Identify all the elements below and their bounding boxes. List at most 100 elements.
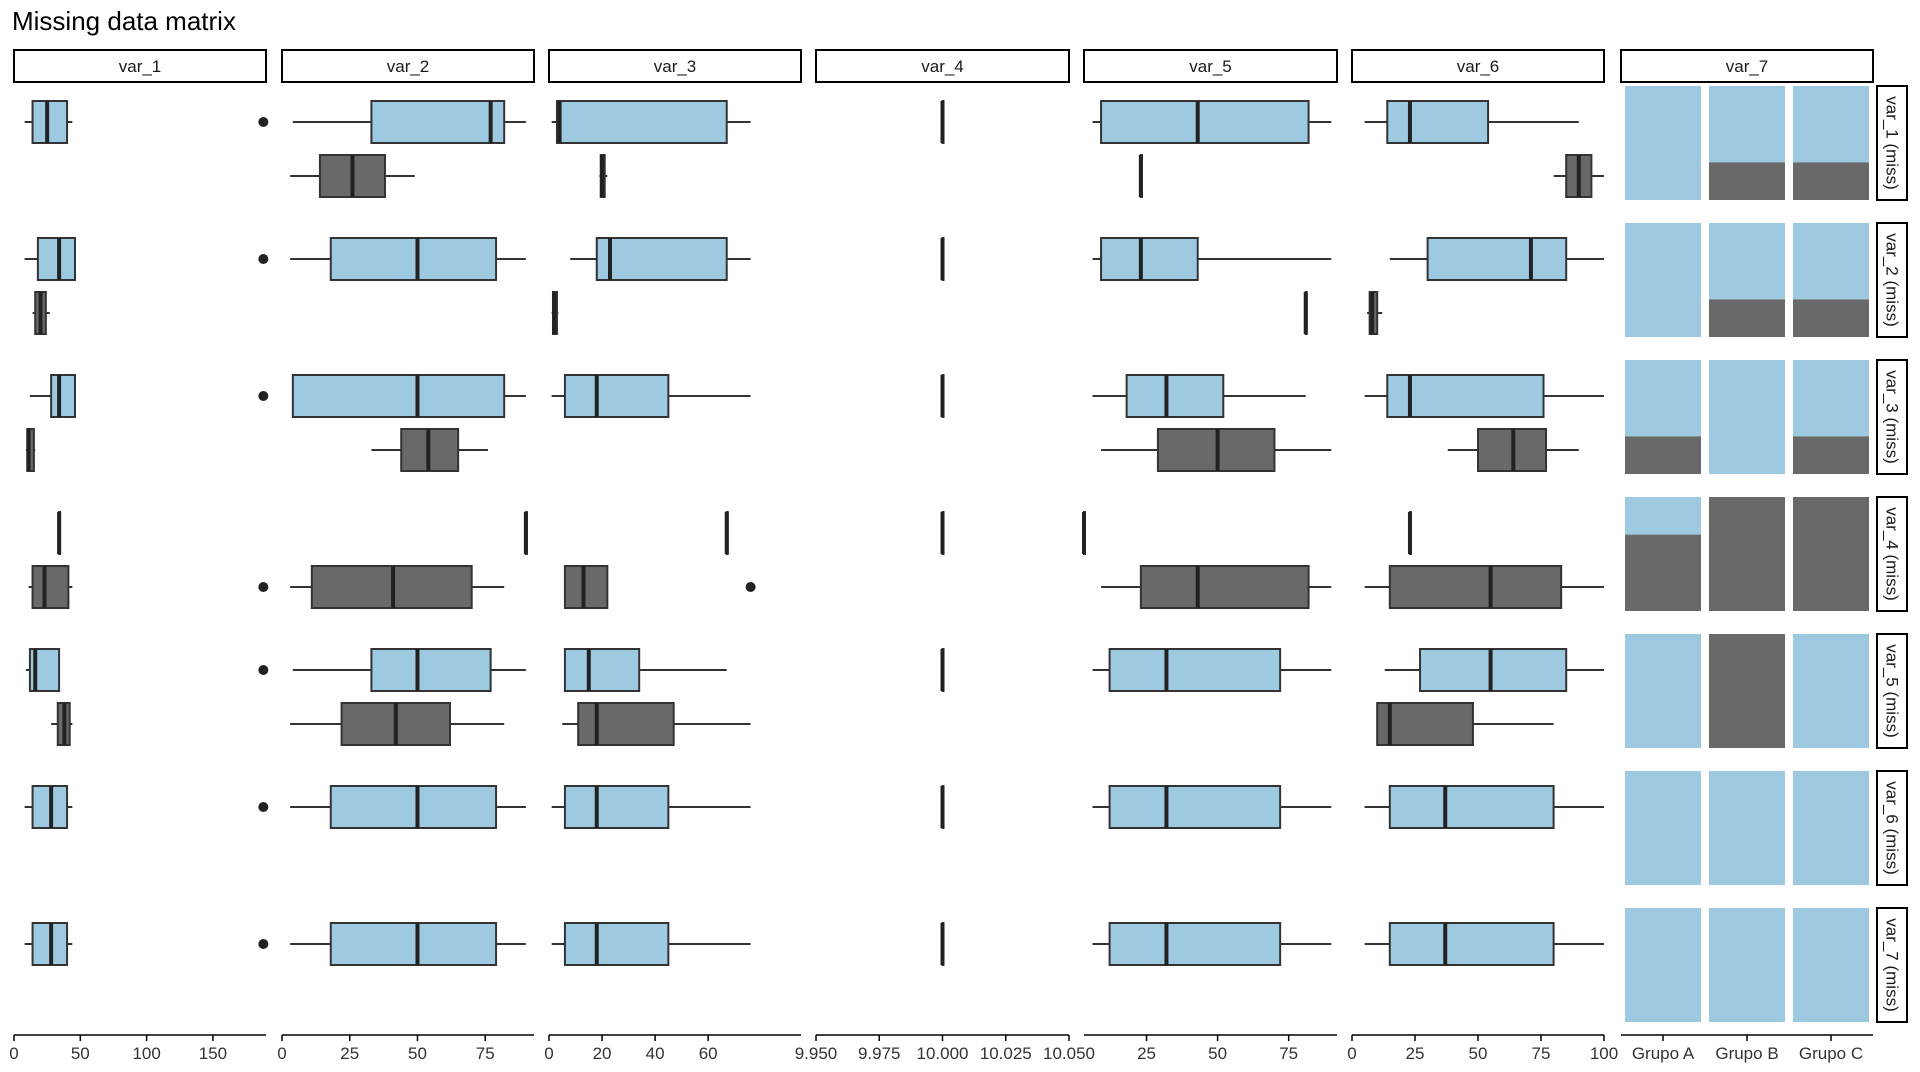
column-label-var_6: var_6 <box>1457 57 1500 76</box>
tile-observed-1-0 <box>1625 223 1701 337</box>
box-var_2-2-obs <box>291 374 506 418</box>
tile-missing-3-2 <box>1793 497 1869 611</box>
tile-missing-0-1 <box>1709 162 1785 200</box>
tile-missing-0-2 <box>1793 162 1869 200</box>
x-tick-label-var_4-0: 9.950 <box>795 1044 838 1063</box>
x-tick-label-var_2-1: 25 <box>340 1044 359 1063</box>
box-var_5-2-obs <box>1125 374 1225 418</box>
box-var_2-5-obs <box>329 785 498 829</box>
tile-missing-2-0 <box>1625 436 1701 474</box>
box-var_1-0-obs <box>31 100 69 144</box>
column-label-var_5: var_5 <box>1189 57 1232 76</box>
x-tick-label-var_6-1: 25 <box>1406 1044 1425 1063</box>
tile-missing-2-2 <box>1793 436 1869 474</box>
box-var_6-3-miss <box>1388 565 1563 609</box>
column-strip-var_5 <box>1083 49 1338 83</box>
tile-observed-2-1 <box>1709 360 1785 474</box>
column-strip-var_1 <box>13 49 267 83</box>
box-var_5-1-obs <box>1100 237 1199 281</box>
box-var_5-6-obs <box>1108 922 1282 966</box>
column-label-var_4: var_4 <box>921 57 964 76</box>
box-var_2-0-obs <box>370 100 506 144</box>
tile-missing-3-1 <box>1709 497 1785 611</box>
tile-observed-1-2 <box>1793 223 1869 300</box>
x-tick-label-var_3-3: 60 <box>699 1044 718 1063</box>
x-tick-label-var_2-2: 50 <box>408 1044 427 1063</box>
tile-missing-1-2 <box>1793 299 1869 337</box>
tile-observed-4-0 <box>1625 634 1701 748</box>
outlier-var_1-0-obs-0 <box>258 117 269 127</box>
outlier-var_1-1-obs-0 <box>258 254 269 264</box>
x-tick-label-var_3-2: 40 <box>646 1044 665 1063</box>
column-label-var_3: var_3 <box>654 57 697 76</box>
tile-observed-5-2 <box>1793 771 1869 885</box>
box-var_6-5-obs <box>1388 785 1555 829</box>
column-strip-var_2 <box>281 49 535 83</box>
column-label-var_1: var_1 <box>119 57 162 76</box>
row-label-2: var_3 (miss) <box>1883 370 1902 464</box>
tile-observed-5-0 <box>1625 771 1701 885</box>
tile-observed-0-1 <box>1709 86 1785 163</box>
x-tick-label-var_5-1: 50 <box>1208 1044 1227 1063</box>
tile-observed-2-0 <box>1625 360 1701 437</box>
box-var_5-5-obs <box>1108 785 1282 829</box>
box-var_6-4-miss <box>1376 702 1474 746</box>
row-strip-4 <box>1876 633 1908 749</box>
x-tick-label-var_2-0: 0 <box>277 1044 286 1063</box>
outlier-var_1-3-miss-0 <box>258 582 269 592</box>
x-tick-label-var_6-4: 100 <box>1590 1044 1618 1063</box>
x-tick-label-var_7-0: Grupo A <box>1632 1044 1695 1063</box>
x-tick-label-var_4-2: 10.000 <box>917 1044 969 1063</box>
column-strip-var_7 <box>1620 49 1874 83</box>
tile-observed-4-2 <box>1793 634 1869 748</box>
tile-observed-0-2 <box>1793 86 1869 163</box>
outlier-var_1-6-obs-0 <box>258 939 269 949</box>
x-tick-label-var_6-2: 50 <box>1469 1044 1488 1063</box>
outlier-var_1-4-obs-0 <box>258 665 269 675</box>
x-tick-label-var_7-1: Grupo B <box>1715 1044 1778 1063</box>
box-var_5-3-miss <box>1139 565 1310 609</box>
row-label-6: var_7 (miss) <box>1883 918 1902 1012</box>
tile-missing-4-1 <box>1709 634 1785 748</box>
tile-observed-3-0 <box>1625 497 1701 535</box>
row-label-3: var_4 (miss) <box>1883 507 1902 601</box>
box-var_3-3-miss <box>563 565 609 609</box>
row-strip-2 <box>1876 359 1908 475</box>
box-var_3-4-miss <box>577 702 675 746</box>
box-var_1-2-obs <box>50 374 77 418</box>
row-label-0: var_1 (miss) <box>1883 96 1902 190</box>
box-var_5-4-obs <box>1108 648 1282 692</box>
box-var_6-1-obs <box>1426 237 1568 281</box>
box-var_6-6-obs <box>1388 922 1555 966</box>
column-label-var_7: var_7 <box>1726 57 1769 76</box>
chart-title: Missing data matrix <box>12 6 236 36</box>
box-var_6-2-obs <box>1386 374 1545 418</box>
x-tick-label-var_6-0: 0 <box>1347 1044 1356 1063</box>
x-tick-label-var_5-2: 75 <box>1279 1044 1298 1063</box>
column-strip-var_4 <box>815 49 1070 83</box>
column-label-var_2: var_2 <box>387 57 430 76</box>
x-tick-label-var_3-1: 20 <box>593 1044 612 1063</box>
x-tick-label-var_5-0: 25 <box>1137 1044 1156 1063</box>
row-label-1: var_2 (miss) <box>1883 233 1902 327</box>
row-label-4: var_5 (miss) <box>1883 644 1902 738</box>
row-strip-0 <box>1876 85 1908 201</box>
box-var_1-1-obs <box>36 237 77 281</box>
box-var_2-4-obs <box>370 648 492 692</box>
tile-observed-1-1 <box>1709 223 1785 300</box>
tile-observed-6-2 <box>1793 908 1869 1022</box>
outlier-var_3-3-miss-0 <box>745 582 756 592</box>
x-tick-label-var_4-1: 9.975 <box>858 1044 901 1063</box>
tile-observed-0-0 <box>1625 86 1701 200</box>
outlier-var_1-2-obs-0 <box>258 391 269 401</box>
column-strip-var_3 <box>548 49 802 83</box>
box-var_3-6-obs <box>563 922 670 966</box>
tile-observed-2-2 <box>1793 360 1869 437</box>
row-strip-1 <box>1876 222 1908 338</box>
row-label-5: var_6 (miss) <box>1883 781 1902 875</box>
tile-missing-1-1 <box>1709 299 1785 337</box>
box-var_2-1-obs <box>329 237 498 281</box>
tile-observed-6-1 <box>1709 908 1785 1022</box>
box-var_2-6-obs <box>329 922 498 966</box>
